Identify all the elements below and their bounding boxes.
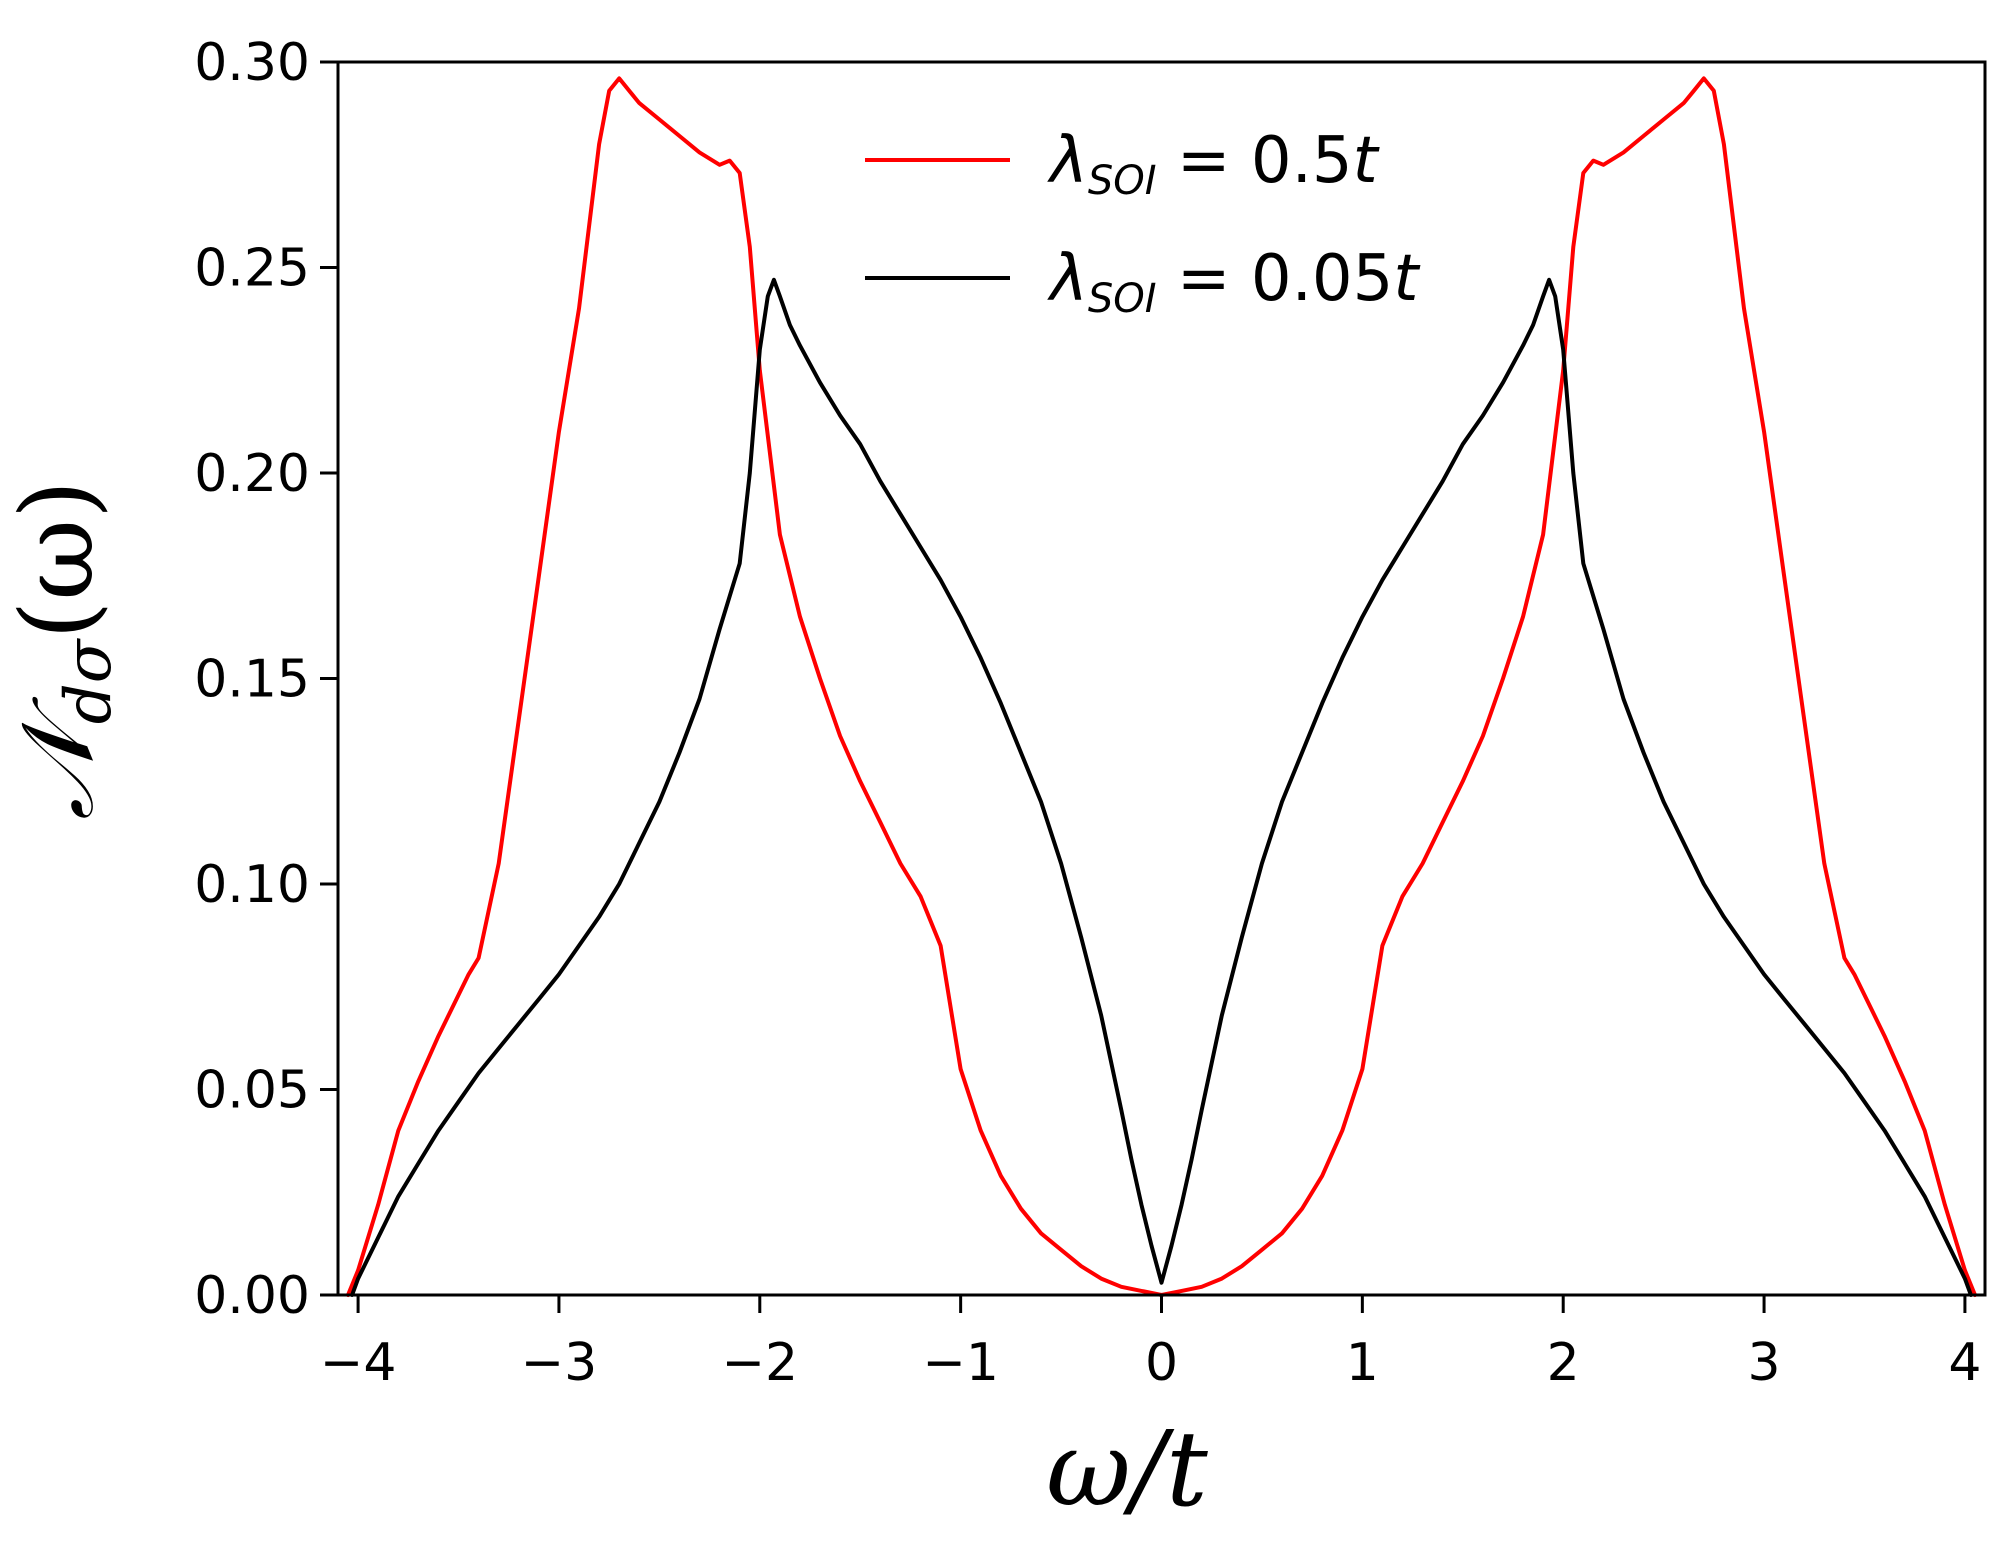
y-tick-label: 0.30 [194,33,310,93]
legend-label-1: λSOI = 0.5t [1047,124,1381,204]
x-tick-label: −1 [922,1333,999,1393]
y-axis-label-subscript: dσ [52,637,126,724]
y-tick-label: 0.15 [194,650,310,710]
x-tick-label: 1 [1346,1333,1379,1393]
x-tick-label: 4 [1948,1333,1981,1393]
y-axis-label-argument: (ω) [0,480,116,640]
y-tick-label: 0.20 [194,444,310,504]
y-tick-label: 0.25 [194,239,310,299]
x-tick-label: −2 [721,1333,798,1393]
y-tick-label: 0.00 [194,1266,310,1326]
x-tick-label: −4 [320,1333,397,1393]
y-axis-label-group: 𝒩dσ(ω) [0,480,126,820]
y-tick-label: 0.10 [194,855,310,915]
legend-label-2: λSOI = 0.05t [1047,242,1421,322]
y-tick-label: 0.05 [194,1061,310,1121]
x-axis-label: ω/t [1046,1408,1208,1530]
x-tick-label: −3 [521,1333,598,1393]
y-axis-label: 𝒩dσ(ω) [0,480,126,820]
series-line-2 [350,277,1973,1297]
x-tick-label: 3 [1748,1333,1781,1393]
axes-layer: −4 −3 −2 −1 0 1 2 3 4 0.00 0.05 0.10 0.15 0.20 0.25 0.3… [194,33,1981,1393]
x-tick-label: 0 [1145,1333,1178,1393]
legend: λSOI = 0.5t λSOI = 0.05t [865,124,1421,322]
x-tick-label: 2 [1547,1333,1580,1393]
